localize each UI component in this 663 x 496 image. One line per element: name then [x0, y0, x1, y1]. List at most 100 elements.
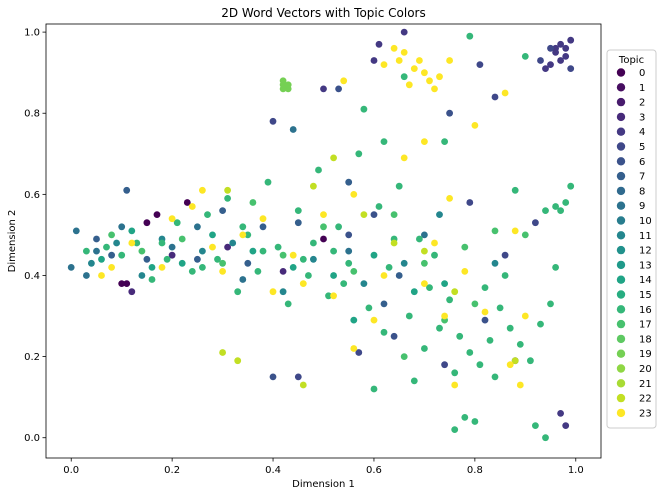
- data-point-topic-16: [421, 345, 428, 352]
- legend-marker: [616, 97, 626, 107]
- data-point-topic-16: [451, 426, 459, 433]
- x-tick-label: 0.0: [63, 465, 79, 476]
- data-point-topic-4: [542, 65, 549, 72]
- data-point-topic-7: [219, 207, 227, 215]
- data-point-topic-16: [325, 292, 332, 300]
- data-point-topic-7: [294, 219, 302, 227]
- data-point-topic-4: [562, 53, 570, 60]
- data-point-topic-5: [532, 219, 539, 227]
- data-point-topic-22: [234, 357, 242, 365]
- data-point-topic-17: [279, 251, 287, 259]
- data-point-topic-7: [143, 255, 151, 263]
- data-point-topic-23: [350, 191, 358, 198]
- legend-label: 19: [639, 349, 652, 360]
- legend-marker: [616, 305, 626, 314]
- legend-marker: [616, 216, 626, 225]
- data-point-topic-16: [385, 264, 393, 271]
- data-point-topic-23: [269, 288, 277, 296]
- data-point-topic-11: [88, 259, 95, 267]
- data-point-topic-16: [496, 304, 504, 312]
- legend-label: 2: [639, 98, 645, 109]
- data-point-topic-23: [219, 268, 227, 275]
- data-point-topic-22: [421, 247, 428, 255]
- data-point-topic-23: [506, 361, 514, 369]
- data-point-topic-16: [476, 361, 484, 369]
- data-point-topic-16: [83, 247, 90, 255]
- data-point-topic-11: [113, 239, 120, 247]
- data-point-topic-23: [168, 215, 176, 223]
- data-point-topic-16: [239, 223, 247, 231]
- data-point-topic-4: [320, 85, 327, 93]
- data-point-topic-5: [491, 93, 499, 101]
- data-point-topic-16: [158, 239, 166, 247]
- data-point-topic-23: [108, 264, 115, 271]
- data-point-topic-11: [360, 280, 368, 287]
- data-point-topic-22: [299, 381, 307, 389]
- data-point-topic-23: [446, 57, 453, 64]
- data-point-topic-17: [421, 259, 428, 267]
- data-point-topic-9: [239, 276, 247, 283]
- x-tick-label: 0.6: [366, 465, 382, 476]
- data-point-topic-6: [269, 373, 277, 381]
- legend-marker: [616, 364, 626, 373]
- data-point-topic-7: [93, 235, 100, 243]
- data-point-topic-9: [93, 247, 100, 255]
- data-point-topic-23: [289, 251, 297, 259]
- data-point-topic-4: [562, 44, 570, 52]
- data-point-topic-6: [370, 211, 378, 219]
- data-point-topic-7: [259, 223, 267, 231]
- legend-label: 9: [639, 201, 645, 212]
- data-point-topic-6: [390, 332, 398, 340]
- data-point-topic-23: [511, 227, 519, 235]
- data-point-topic-16: [456, 332, 464, 340]
- data-point-topic-16: [451, 369, 459, 377]
- data-point-topic-23: [239, 231, 247, 239]
- legend-marker: [616, 379, 626, 388]
- data-point-topic-23: [426, 77, 433, 85]
- data-point-topic-16: [370, 385, 378, 393]
- data-point-topic-14: [209, 231, 216, 239]
- data-point-topic-17: [350, 268, 358, 275]
- data-point-topic-4: [547, 61, 554, 68]
- data-point-topic-16: [199, 264, 206, 271]
- legend-marker: [616, 186, 626, 196]
- data-point-topic-4: [557, 57, 564, 64]
- data-point-topic-16: [274, 243, 282, 251]
- data-point-topic-4: [557, 410, 564, 417]
- data-point-topic-14: [350, 316, 358, 324]
- data-point-topic-23: [521, 312, 529, 320]
- data-point-topic-14: [178, 259, 186, 267]
- data-point-topic-16: [416, 235, 423, 243]
- data-point-topic-16: [345, 259, 353, 267]
- legend: Topic 0123456789101112131415161718192021…: [606, 49, 657, 429]
- data-point-topic-0: [118, 280, 126, 287]
- legend-label: 22: [639, 394, 652, 405]
- data-point-topic-16: [466, 349, 474, 356]
- data-point-topic-16: [426, 284, 433, 291]
- data-point-topic-7: [194, 255, 201, 263]
- data-point-topic-9: [72, 227, 80, 235]
- data-point-topic-23: [128, 239, 136, 247]
- data-point-topic-22: [511, 357, 519, 365]
- data-point-topic-23: [400, 49, 408, 56]
- data-point-topic-17: [138, 247, 146, 255]
- data-point-topic-16: [521, 53, 529, 60]
- data-point-topic-3: [279, 268, 287, 275]
- data-point-topic-16: [315, 166, 322, 174]
- data-point-topic-16: [562, 199, 570, 206]
- data-point-topic-16: [405, 312, 413, 320]
- data-point-topic-17: [471, 300, 479, 308]
- legend-label: 16: [639, 305, 652, 316]
- data-point-topic-16: [148, 276, 156, 283]
- data-point-topic-23: [451, 381, 459, 389]
- data-point-topic-4: [400, 28, 408, 36]
- data-point-topic-23: [461, 268, 469, 275]
- data-point-topic-16: [330, 247, 337, 255]
- data-point-topic-0: [320, 235, 327, 243]
- data-point-topic-11: [138, 272, 146, 279]
- data-point-topic-17: [249, 199, 257, 206]
- data-point-topic-16: [264, 178, 272, 186]
- y-tick-label: 0.6: [24, 190, 40, 201]
- data-point-topic-22: [224, 186, 232, 194]
